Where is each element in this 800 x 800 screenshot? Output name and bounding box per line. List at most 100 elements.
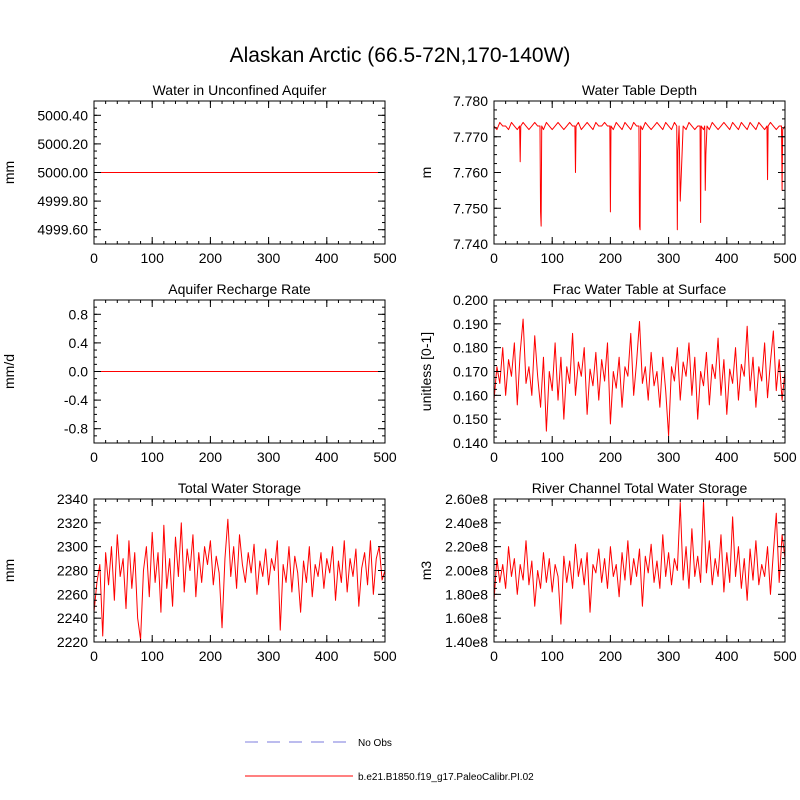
x-tick-label: 100 [141,648,165,664]
legend: No Obs b.e21.B1850.f19_g17.PaleoCalibr.PI… [245,738,534,783]
y-tick-label: 7.770 [453,129,488,145]
panel-2: 0 100 200 300 400 500 7.740 7.750 7.760 7.770 7.78… [418,82,797,266]
x-tick-label: 300 [257,648,281,664]
x-tick-label: 0 [90,648,98,664]
panel-4: 0 100 200 300 400 500 0.140 0.150 0.160 0.170 0.18… [418,281,797,465]
legend-label: No Obs [358,738,392,749]
x-tick-label: 0 [90,449,98,465]
panel-title: Water in Unconfined Aquifer [153,82,327,98]
y-tick-label: 2340 [57,491,88,507]
x-tick-label: 100 [141,449,165,465]
y-tick-label: 0.200 [453,292,488,308]
x-tick-label: 200 [599,449,623,465]
x-tick-label: 100 [141,250,165,266]
x-tick-label: 200 [599,648,623,664]
x-tick-label: 400 [715,250,739,266]
panel-title: Aquifer Recharge Rate [168,281,311,297]
y-tick-label: 0.150 [453,411,488,427]
x-tick-label: 300 [657,648,681,664]
panel-title: Frac Water Table at Surface [553,281,727,297]
panels: 0 100 200 300 400 5004999.604999.805000.00500… [1,82,797,664]
y-axis-label: mm/d [1,354,17,389]
y-tick-label: 1.40e8 [445,634,488,650]
panel-1: 0 100 200 300 400 500 4999.60 4999.80 5000.00 500… [1,82,397,266]
x-tick-label: 500 [373,449,397,465]
x-tick-label: 200 [199,449,223,465]
legend-label: b.e21.B1850.f19_g17.PaleoCalibr.PI.02 [358,772,534,783]
x-tick-label: 300 [657,449,681,465]
x-tick-label: 100 [541,250,565,266]
y-tick-label: 0.170 [453,364,488,380]
panel-title: Total Water Storage [178,480,301,496]
y-tick-label: 2280 [57,563,88,579]
y-tick-label: 2300 [57,539,88,555]
y-tick-label: 7.780 [453,93,488,109]
y-tick-label: 0.140 [453,435,488,451]
y-tick-label: 1.80e8 [445,586,488,602]
y-tick-label: 2.60e8 [445,491,488,507]
series-line-1 [493,500,786,625]
x-tick-label: 500 [773,449,797,465]
x-tick-label: 100 [541,648,565,664]
x-tick-label: 200 [199,648,223,664]
y-axis-label: mm [1,559,17,582]
series-line-1 [493,318,786,437]
x-tick-label: 500 [773,648,797,664]
y-tick-label: 0.160 [453,387,488,403]
y-tick-label: 2240 [57,610,88,626]
x-tick-label: 0 [490,250,498,266]
figure-title: Alaskan Arctic (66.5-72N,170-140W) [230,44,571,67]
x-tick-label: 300 [257,449,281,465]
x-tick-label: 0 [490,648,498,664]
y-tick-label: 2.00e8 [445,563,488,579]
legend-item-2: b.e21.B1850.f19_g17.PaleoCalibr.PI.02 [245,772,534,783]
y-tick-label: 0.4 [69,335,89,351]
x-tick-label: 400 [315,648,339,664]
y-tick-label: 0.0 [69,364,89,380]
x-tick-label: 400 [315,449,339,465]
y-tick-label: -0.8 [64,421,88,437]
x-tick-label: 200 [599,250,623,266]
y-tick-label: 2320 [57,515,88,531]
legend-item-1: No Obs [245,738,392,749]
x-tick-label: 100 [541,449,565,465]
x-tick-label: 400 [315,250,339,266]
y-tick-label: 5000.00 [37,165,88,181]
x-tick-label: 500 [373,648,397,664]
panel-title: Water Table Depth [582,82,697,98]
x-tick-label: 0 [490,449,498,465]
y-tick-label: 4999.80 [37,193,88,209]
y-axis-label: m3 [418,561,434,581]
y-tick-label: 5000.40 [37,107,88,123]
y-tick-label: 0.8 [69,306,89,322]
x-tick-label: 300 [657,250,681,266]
y-tick-label: 2.20e8 [445,539,488,555]
x-tick-label: 500 [373,250,397,266]
y-axis-label: mm [1,161,17,184]
y-tick-label: 5000.20 [37,136,88,152]
y-tick-label: 0.180 [453,340,488,356]
y-tick-label: 2.40e8 [445,515,488,531]
panel-title: River Channel Total Water Storage [532,480,748,496]
panel-3: 0 100 200 300 400 500 -0.8 -0.4 0.0 0.4 0.8 Aquifer… [1,281,397,465]
y-tick-label: 2220 [57,634,88,650]
x-tick-label: 400 [715,449,739,465]
series-line-1 [93,518,386,641]
y-tick-label: 0.190 [453,316,488,332]
y-tick-label: 7.750 [453,200,488,216]
y-tick-label: 7.740 [453,236,488,252]
x-tick-label: 500 [773,250,797,266]
y-tick-label: 4999.60 [37,222,88,238]
y-tick-label: -0.4 [64,392,88,408]
x-tick-label: 300 [257,250,281,266]
panel-6: 0 100 200 300 400 500 1.40e8 1.60e8 1.80e8 2.00e8… [418,480,797,664]
series-line-1 [493,121,786,231]
y-tick-label: 7.760 [453,165,488,181]
x-tick-label: 400 [715,648,739,664]
y-tick-label: 2260 [57,586,88,602]
panel-5: 0 100 200 300 400 500 2220 2240 2260 2280 2300 2320… [1,480,397,664]
y-axis-label: unitless [0-1] [418,332,434,411]
x-tick-label: 0 [90,250,98,266]
y-tick-label: 1.60e8 [445,610,488,626]
y-axis-label: m [418,167,434,179]
